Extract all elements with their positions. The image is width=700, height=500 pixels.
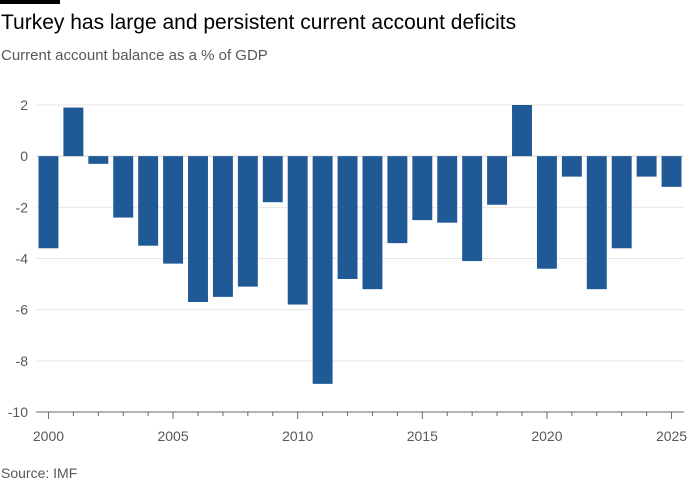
bar-2022: [586, 156, 607, 290]
brand-rule: [0, 0, 60, 4]
bar-2003: [113, 156, 134, 218]
bar-2006: [188, 156, 208, 302]
bar-2001: [63, 107, 84, 157]
bar-2005: [163, 156, 184, 264]
y-tick-label: -2: [16, 199, 29, 215]
bar-2024: [636, 156, 657, 177]
bar-2017: [462, 156, 483, 262]
bar-2011: [312, 156, 333, 384]
x-tick-label: 2000: [33, 428, 64, 444]
bar-2007: [212, 156, 233, 297]
bars: [38, 105, 682, 384]
x-tick-label: 2005: [157, 428, 188, 444]
bar-2013: [362, 156, 383, 290]
bar-2004: [138, 156, 159, 246]
bar-2016: [437, 156, 458, 223]
bar-2010: [287, 156, 308, 305]
y-tick-label: -10: [8, 404, 28, 420]
bar-2000: [38, 156, 59, 249]
y-tick-label: 2: [20, 97, 28, 113]
y-tick-label: 0: [20, 148, 28, 164]
y-tick-label: -6: [16, 302, 29, 318]
x-tick-label: 2010: [282, 428, 313, 444]
chart-title: Turkey has large and persistent current …: [1, 11, 517, 34]
bar-2020: [536, 156, 557, 269]
y-tick-label: -8: [16, 353, 29, 369]
y-tick-label: -4: [16, 251, 29, 267]
x-tick-label: 2020: [531, 428, 562, 444]
bar-2025: [661, 156, 682, 187]
bar-2002: [88, 156, 109, 164]
x-tick-label: 2025: [656, 428, 687, 444]
bar-2008: [237, 156, 258, 287]
bar-2021: [561, 156, 582, 177]
bar-2009: [262, 156, 283, 203]
x-tick-label: 2015: [407, 428, 438, 444]
bar-2018: [487, 156, 508, 205]
bar-2015: [412, 156, 433, 221]
bar-2019: [512, 105, 532, 157]
source-note: Source: IMF: [1, 465, 78, 481]
bar-2014: [387, 156, 408, 244]
x-axis: 2000 2005 2010 2015 2020 2025: [33, 411, 687, 444]
chart-subtitle: Current account balance as a % of GDP: [1, 47, 268, 64]
y-axis-ticks: 2 0 -2 -4 -6 -8 -10: [8, 97, 28, 420]
bar-2012: [337, 156, 358, 279]
bar-2023: [611, 156, 632, 249]
